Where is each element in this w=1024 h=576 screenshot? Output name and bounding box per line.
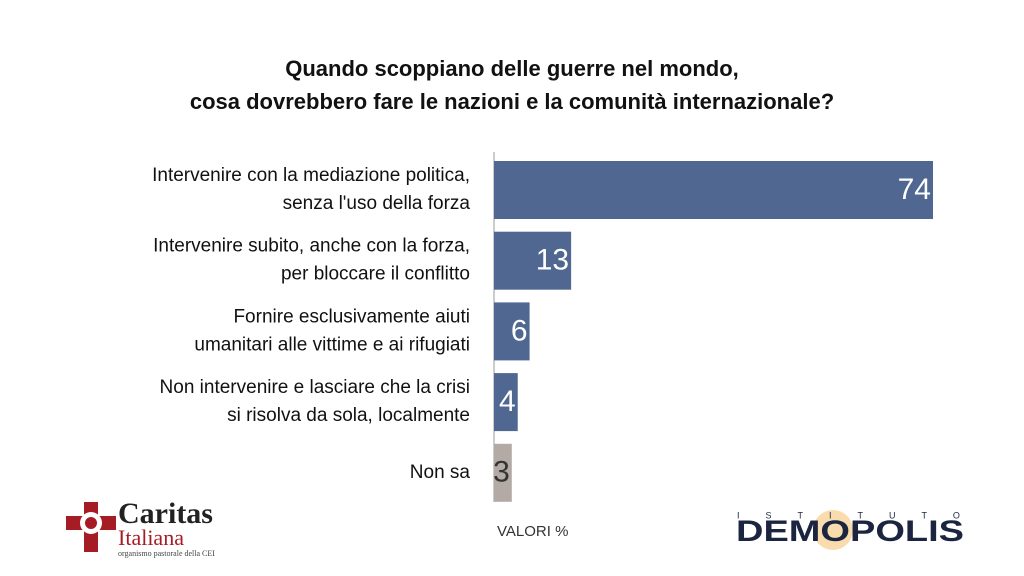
category-label: Fornire esclusivamente aiuti xyxy=(233,306,470,327)
category-label: si risolva da sola, localmente xyxy=(227,405,470,426)
value-label: 6 xyxy=(511,314,528,347)
bar xyxy=(494,231,572,290)
chart-title: Quando scoppiano delle guerre nel mondo, xyxy=(285,56,739,81)
bar xyxy=(494,373,518,432)
category-label: Intervenire subito, anche con la forza, xyxy=(153,236,470,257)
bar xyxy=(494,161,933,219)
value-label: 13 xyxy=(536,244,569,277)
logo-text: Italiana xyxy=(118,525,184,550)
category-label: Non sa xyxy=(410,462,471,483)
category-label: umanitari alle vittime e ai rifugiati xyxy=(194,334,470,355)
value-label: 74 xyxy=(898,173,931,206)
note: VALORI % xyxy=(497,523,568,540)
caritas-logo: Caritas Italiana organismo pastorale del… xyxy=(66,497,215,558)
chart-title: cosa dovrebbero fare le nazioni e la com… xyxy=(190,89,834,114)
bar xyxy=(494,443,512,502)
logo-text: Caritas xyxy=(118,497,213,530)
category-label: senza l'uso della forza xyxy=(283,193,471,214)
demopolis-logo: ISTITUTO DEMOPOLIS xyxy=(736,510,986,550)
logo-text: DEMOPOLIS xyxy=(736,515,964,548)
bar xyxy=(494,302,530,361)
logo-text: ISTITUTO xyxy=(737,510,986,520)
value-label: 3 xyxy=(493,456,510,489)
category-label: Non intervenire e lasciare che la crisi xyxy=(160,377,470,398)
category-label: Intervenire con la mediazione politica, xyxy=(152,165,470,186)
category-label: per bloccare il conflitto xyxy=(281,264,470,285)
value-label: 4 xyxy=(499,385,516,418)
logo-text: organismo pastorale della CEI xyxy=(118,549,215,558)
caritas-icon xyxy=(66,502,116,552)
